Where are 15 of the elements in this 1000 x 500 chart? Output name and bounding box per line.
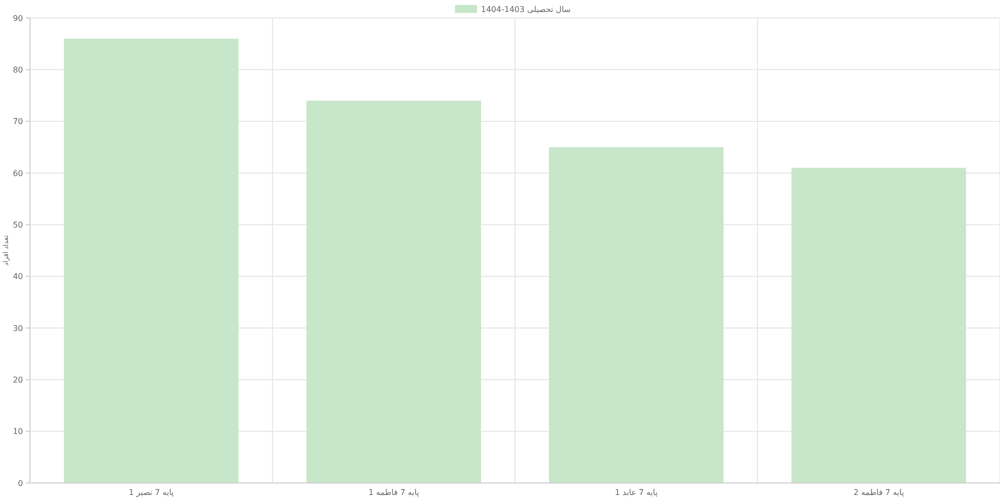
x-tick-label: پایه 7 فاطمه 1 <box>368 488 420 497</box>
x-tick-label: پایه 7 عابد 1 <box>614 488 658 497</box>
y-tick-label: 60 <box>12 168 23 178</box>
y-tick-label: 20 <box>12 375 23 384</box>
y-tick-label: 30 <box>12 324 23 333</box>
x-tick-label: پایه 7 نصیر 1 <box>128 488 174 497</box>
y-tick-label: 50 <box>12 220 23 230</box>
y-tick-label: 40 <box>12 272 23 282</box>
y-tick-label: 70 <box>12 117 23 126</box>
y-tick-label: 10 <box>12 427 23 436</box>
x-tick-label: پایه 7 فاطمه 2 <box>853 488 904 497</box>
y-tick-label: 90 <box>12 14 23 23</box>
y-tick-label: 0 <box>18 478 23 488</box>
y-tick-label: 80 <box>12 65 23 74</box>
legend-label: سال تحصیلی 1403-1404 <box>481 5 572 14</box>
